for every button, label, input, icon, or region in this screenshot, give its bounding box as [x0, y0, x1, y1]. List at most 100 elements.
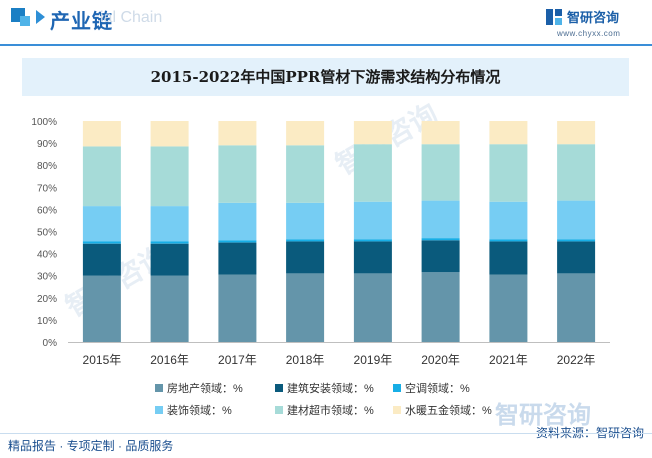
bar-segment [421, 238, 460, 241]
bar-segment [421, 200, 460, 239]
bar-segment [82, 206, 121, 242]
bar-segment [150, 146, 189, 207]
bar-segment [82, 121, 121, 147]
y-tick-label: 90% [37, 139, 57, 150]
header-logo-square-small-icon [20, 16, 30, 26]
bar-segment [286, 121, 325, 146]
page-header: 产业链 ial Chain 智研咨询 www.chyxx.com [0, 0, 652, 44]
bar-segment [286, 241, 325, 274]
brand-logo: 智研咨询 www.chyxx.com [545, 6, 640, 40]
y-tick-label: 70% [37, 183, 57, 194]
chart-title: 2015-2022年中国PPR管材下游需求结构分布情况 [150, 68, 501, 86]
legend-label: 房地产领域：% [167, 383, 243, 395]
bar-segment [82, 146, 121, 207]
chart-title-bar: 2015-2022年中国PPR管材下游需求结构分布情况 [22, 58, 629, 96]
chart-legend: 房地产领域：% 建筑安装领域：% 空调领域：% 装饰领域：% 建材超市领域：% 水暖五金领… [155, 380, 585, 422]
legend-swatch [393, 406, 401, 415]
bar-segment [218, 274, 257, 342]
y-tick-label: 0% [43, 338, 58, 349]
x-tick-label: 2016年 [150, 353, 189, 367]
bar-segment [557, 273, 596, 342]
bar-segment [557, 200, 596, 240]
header-watermark: ial Chain [100, 9, 163, 26]
bar-segment [353, 201, 392, 240]
footer-slogan: 精品报告 · 专项定制 · 品质服务 [8, 439, 174, 453]
bar-segment [557, 121, 596, 145]
legend-item: 房地产领域：% [155, 380, 243, 398]
brand-name: 智研咨询 [567, 10, 620, 25]
brand-icon [546, 9, 562, 25]
bar-segment [489, 274, 528, 342]
bar-segment [218, 242, 257, 275]
section-title: 产业链 [50, 11, 113, 33]
bar-segment [557, 241, 596, 274]
bar-segment [218, 202, 257, 241]
bar-segment [421, 121, 460, 145]
bar-segment [150, 241, 189, 244]
watermark: 智研咨询 [495, 402, 591, 429]
bar-segment [218, 121, 257, 146]
legend-item: 建筑安装领域：% [275, 380, 374, 398]
bar-segment [353, 239, 392, 242]
y-tick-label: 60% [37, 205, 57, 216]
x-tick-label: 2020年 [421, 353, 460, 367]
x-tick-label: 2017年 [218, 353, 257, 367]
bar-segment [353, 273, 392, 342]
y-tick-label: 10% [37, 316, 57, 327]
bar-segment [421, 144, 460, 201]
legend-swatch [155, 406, 163, 415]
bar-segment [82, 275, 121, 342]
bar-segment [489, 201, 528, 240]
bar-segment [421, 240, 460, 273]
bar-segment [150, 206, 189, 242]
legend-item: 空调领域：% [393, 380, 470, 398]
bar-segment [557, 239, 596, 242]
legend-swatch [155, 384, 163, 393]
bar-segment [82, 243, 121, 276]
legend-label: 装饰领域：% [167, 405, 232, 417]
bar-segment [286, 202, 325, 240]
bar-segment [286, 239, 325, 242]
y-tick-label: 80% [37, 161, 57, 172]
bar-segment [421, 272, 460, 342]
legend-swatch [275, 406, 283, 415]
brand-url: www.chyxx.com [557, 29, 621, 38]
bar-segment [82, 241, 121, 244]
y-tick-label: 20% [37, 294, 57, 305]
bar-segment [218, 240, 257, 243]
x-tick-label: 2018年 [286, 353, 325, 367]
legend-label: 建筑安装领域：% [287, 383, 374, 395]
legend-label: 建材超市领域：% [287, 405, 374, 417]
x-tick-label: 2022年 [557, 353, 596, 367]
bar-segment [557, 144, 596, 201]
legend-swatch [393, 384, 401, 393]
x-tick-label: 2015年 [83, 353, 122, 367]
legend-item: 装饰领域：% [155, 402, 232, 420]
bar-segment [286, 145, 325, 203]
y-tick-label: 50% [37, 228, 57, 239]
legend-item: 建材超市领域：% [275, 402, 374, 420]
footer-divider [0, 433, 652, 434]
header-arrow-icon [36, 10, 45, 24]
bar-segment [489, 144, 528, 202]
legend-label: 水暖五金领域：% [405, 405, 492, 417]
bar-segment [150, 121, 189, 147]
bar-segment [353, 241, 392, 274]
y-tick-label: 30% [37, 272, 57, 283]
legend-label: 空调领域：% [405, 383, 470, 395]
y-tick-label: 100% [31, 117, 57, 128]
bar-segment [218, 145, 257, 203]
bar-segment [150, 275, 189, 342]
bar-segment [286, 273, 325, 342]
bar-segment [150, 243, 189, 276]
legend-swatch [275, 384, 283, 393]
bar-segment [353, 144, 392, 202]
y-tick-label: 40% [37, 250, 57, 261]
bar-segment [489, 121, 528, 145]
bar-segment [489, 241, 528, 275]
bar-segment [353, 121, 392, 145]
x-tick-label: 2021年 [489, 353, 528, 367]
header-divider [0, 44, 652, 46]
x-tick-label: 2019年 [354, 353, 393, 367]
